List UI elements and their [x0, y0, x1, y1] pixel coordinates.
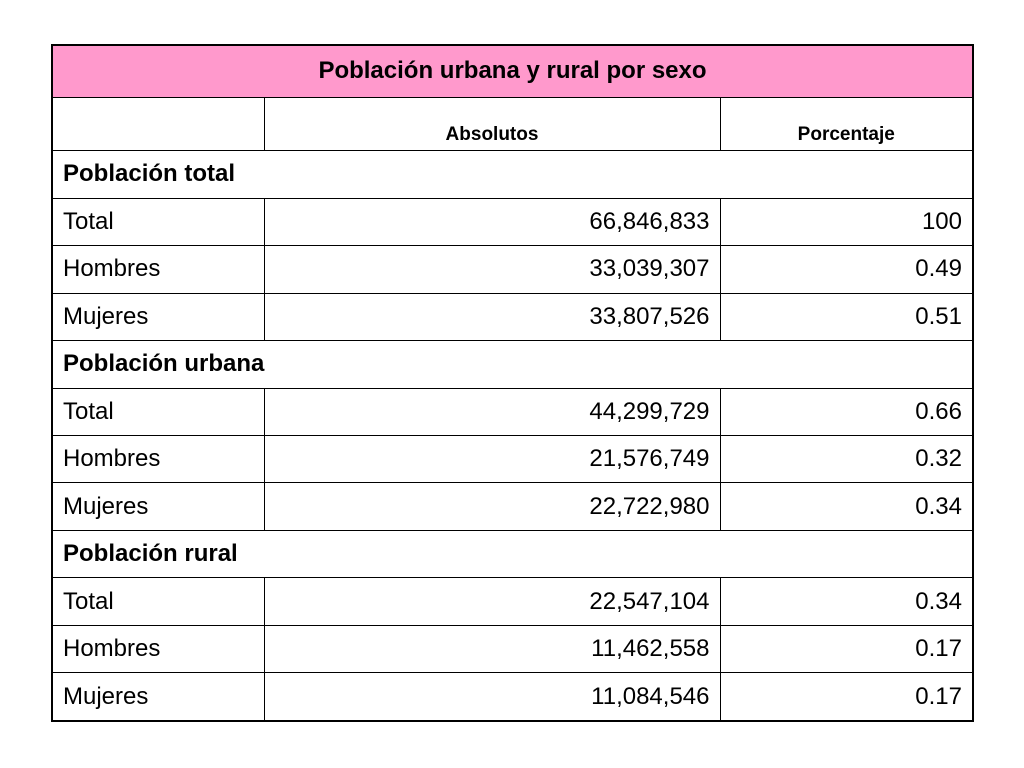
porcentaje-cell: 0.17 [719, 624, 974, 674]
absolutos-cell: 21,576,749 [263, 434, 721, 484]
absolutos-cell: 33,807,526 [263, 292, 721, 342]
table-row: Mujeres 22,722,980 0.34 [51, 482, 974, 531]
section-label: Población rural [51, 529, 974, 579]
porcentaje-cell: 100 [719, 197, 974, 247]
table-row: Mujeres 11,084,546 0.17 [51, 672, 974, 722]
column-header-empty [51, 96, 265, 152]
absolutos-cell: 11,084,546 [263, 672, 721, 722]
row-label: Hombres [51, 245, 265, 294]
table-row: Mujeres 33,807,526 0.51 [51, 292, 974, 342]
porcentaje-cell: 0.17 [719, 672, 974, 722]
absolutos-cell: 33,039,307 [263, 245, 721, 294]
porcentaje-cell: 0.49 [719, 245, 974, 294]
absolutos-cell: 66,846,833 [263, 197, 721, 247]
row-label: Total [51, 577, 265, 626]
row-label: Hombres [51, 624, 265, 674]
porcentaje-cell: 0.51 [719, 292, 974, 342]
absolutos-cell: 22,722,980 [263, 482, 721, 531]
porcentaje-cell: 0.32 [719, 434, 974, 484]
table-row: Hombres 21,576,749 0.32 [51, 434, 974, 484]
row-label: Hombres [51, 434, 265, 484]
porcentaje-cell: 0.34 [719, 577, 974, 626]
row-label: Total [51, 197, 265, 247]
row-label: Mujeres [51, 482, 265, 531]
column-header-row: Absolutos Porcentaje [51, 96, 974, 152]
absolutos-cell: 44,299,729 [263, 387, 721, 436]
porcentaje-cell: 0.66 [719, 387, 974, 436]
table-title-row: Población urbana y rural por sexo [51, 44, 974, 98]
table-row: Total 44,299,729 0.66 [51, 387, 974, 436]
table-row: Hombres 11,462,558 0.17 [51, 624, 974, 674]
absolutos-cell: 11,462,558 [263, 624, 721, 674]
section-header-row: Población urbana [51, 340, 974, 389]
column-header-porcentaje: Porcentaje [719, 96, 974, 152]
row-label: Total [51, 387, 265, 436]
row-label: Mujeres [51, 292, 265, 342]
column-header-absolutos: Absolutos [263, 96, 721, 152]
table-title: Población urbana y rural por sexo [51, 44, 974, 98]
population-table: Población urbana y rural por sexo Absolu… [51, 44, 974, 722]
section-label: Población urbana [51, 340, 974, 389]
table-row: Total 22,547,104 0.34 [51, 577, 974, 626]
row-label: Mujeres [51, 672, 265, 722]
table-row: Total 66,846,833 100 [51, 197, 974, 247]
section-header-row: Población rural [51, 529, 974, 579]
porcentaje-cell: 0.34 [719, 482, 974, 531]
table-row: Hombres 33,039,307 0.49 [51, 245, 974, 294]
section-label: Población total [51, 150, 974, 199]
section-header-row: Población total [51, 150, 974, 199]
absolutos-cell: 22,547,104 [263, 577, 721, 626]
